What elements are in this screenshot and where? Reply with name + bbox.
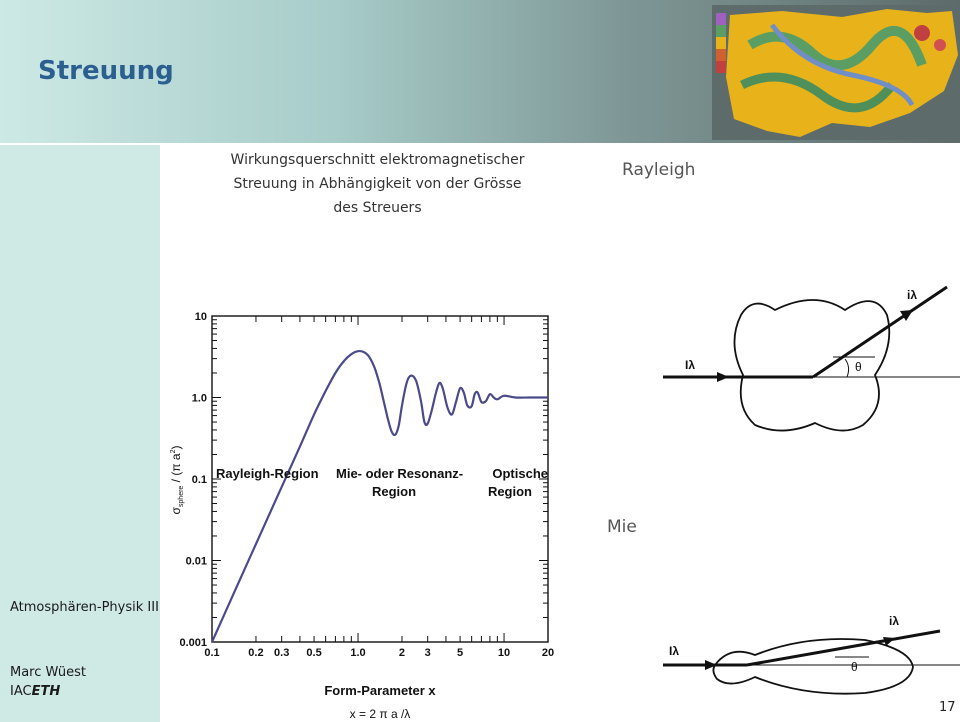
y-tick-label: 0.01 bbox=[186, 556, 207, 568]
annotation-optical-region-2: Region bbox=[488, 484, 532, 499]
x-tick-label: 0.3 bbox=[274, 647, 289, 659]
annotation-mie-region-1: Mie- oder Resonanz- bbox=[336, 466, 463, 481]
satellite-map-image bbox=[712, 5, 960, 140]
x-tick-label: 0.1 bbox=[204, 647, 219, 659]
mie-angle-label: θ bbox=[851, 660, 858, 674]
chart-caption: Wirkungsquerschnitt elektromagnetischer … bbox=[230, 152, 525, 216]
x-tick-label: 0.5 bbox=[306, 647, 321, 659]
y-tick-label: 1.0 bbox=[192, 393, 207, 405]
mie-incident-label: Iλ bbox=[669, 644, 679, 658]
rayleigh-angle-label: θ bbox=[855, 360, 862, 374]
x-axis-formula: x = 2 π a /λ bbox=[350, 707, 411, 721]
course-name: Atmosphären-Physik III bbox=[10, 598, 159, 617]
rayleigh-scattered-arrow bbox=[900, 310, 913, 321]
scattering-cross-section-chart: 0.1 0.2 0.3 0.5 1.0 2 3 5 10 20 0.001 0.01 0.1 1.0 10… bbox=[169, 311, 554, 721]
x-tick-labels: 0.1 0.2 0.3 0.5 1.0 2 3 5 10 20 bbox=[204, 647, 554, 659]
x-tick-label: 3 bbox=[425, 647, 431, 659]
mie-scattered-ray bbox=[746, 629, 941, 667]
mie-scattering-diagram: Iλ iλ θ bbox=[663, 614, 960, 695]
institution-prefix: IAC bbox=[10, 684, 32, 699]
header-divider bbox=[0, 143, 960, 145]
annotation-mie-region-2: Region bbox=[372, 484, 416, 499]
y-tick-label: 0.001 bbox=[179, 637, 207, 649]
x-tick-label: 2 bbox=[399, 647, 405, 659]
annotation-optical-region-1: Optische bbox=[492, 466, 548, 481]
mie-phase-function-outline bbox=[712, 638, 914, 695]
mie-scattered-label: iλ bbox=[889, 614, 899, 628]
page-title: Streuung bbox=[38, 56, 174, 86]
sidebar bbox=[0, 145, 160, 722]
sidebar-divider bbox=[160, 145, 162, 722]
x-tick-label: 10 bbox=[498, 647, 510, 659]
annotation-rayleigh-region: Rayleigh-Region bbox=[216, 466, 319, 481]
course-label: Atmosphären-Physik III bbox=[10, 600, 159, 615]
institution-eth: ETH bbox=[31, 684, 61, 699]
institution: IACETH bbox=[10, 682, 86, 701]
author-name: Marc Wüest bbox=[10, 665, 87, 680]
mie-incident-arrow bbox=[705, 660, 717, 670]
rayleigh-incident-label: Iλ bbox=[685, 358, 695, 372]
rayleigh-label: Rayleigh bbox=[622, 160, 696, 180]
mie-label: Mie bbox=[607, 517, 637, 537]
rayleigh-incident-arrow bbox=[717, 372, 729, 382]
y-tick-labels: 0.001 0.01 0.1 1.0 10 bbox=[179, 311, 207, 649]
x-tick-label: 1.0 bbox=[350, 647, 365, 659]
plot-frame bbox=[211, 315, 549, 643]
x-tick-label: 20 bbox=[542, 647, 554, 659]
mie-scattered-arrow bbox=[883, 637, 895, 646]
page-number: 17 bbox=[939, 700, 956, 715]
rayleigh-scattered-label: iλ bbox=[907, 288, 917, 302]
rayleigh-scattered-ray bbox=[812, 285, 948, 379]
cross-section-curve bbox=[210, 349, 548, 643]
x-tick-label: 0.2 bbox=[248, 647, 263, 659]
rayleigh-phase-function-outline bbox=[733, 299, 891, 432]
x-tick-label: 5 bbox=[457, 647, 463, 659]
author-block: Marc Wüest IACETH bbox=[10, 663, 86, 701]
rayleigh-angle-arc bbox=[844, 358, 850, 378]
y-tick-label: 10 bbox=[195, 311, 207, 323]
rayleigh-scattering-diagram: Iλ iλ θ bbox=[663, 285, 960, 432]
y-tick-label: 0.1 bbox=[192, 474, 207, 486]
x-axis-label: Form-Parameter x bbox=[324, 683, 436, 698]
y-axis-label: σsphere / (π a2) bbox=[169, 445, 185, 514]
